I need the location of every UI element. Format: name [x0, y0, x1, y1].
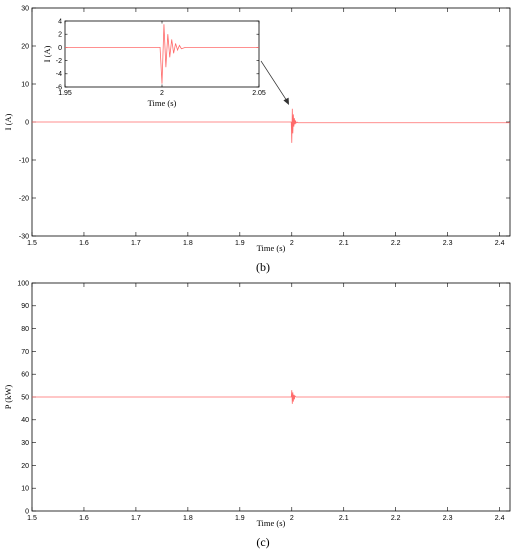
chart-c-y-tick-label: 40 [21, 417, 29, 424]
chart-b-panel-label: (b) [256, 260, 270, 274]
chart-b-y-tick-label: 10 [21, 81, 29, 88]
chart-b-inset-y-tick-label: 4 [58, 18, 62, 25]
chart-b-inset-x-tick-label: 2 [160, 90, 164, 97]
chart-b-x-label: Time (s) [257, 243, 286, 253]
chart-b-y-tick-label: -30 [19, 233, 29, 240]
chart-b-inset-y-tick-label: -2 [56, 58, 62, 65]
chart-b-y-tick-label: 0 [25, 119, 29, 126]
chart-b-inset-x-label: Time (s) [148, 98, 177, 108]
chart-b-current-line [32, 108, 510, 143]
zoom-arrow-head [283, 97, 289, 105]
chart-c-x-tick-label: 2.2 [391, 515, 401, 522]
chart-b-x-tick-label: 1.5 [27, 240, 37, 247]
chart-b-x-axis: 1.5 1.6 1.7 1.8 1.9 2 2.1 2.2 2.3 2.4 [27, 8, 505, 247]
chart-b-x-tick-label: 1.8 [183, 240, 193, 247]
chart-c-y-tick-label: 10 [21, 486, 29, 493]
chart-c-x-tick-label: 1.9 [235, 515, 245, 522]
chart-c-panel-label: (c) [256, 535, 269, 549]
chart-c-x-tick-label: 1.5 [27, 515, 37, 522]
chart-b-inset-y-tick-label: -4 [56, 71, 62, 78]
chart-c-y-tick-label: 50 [21, 394, 29, 401]
chart-c-y-tick-label: 0 [25, 508, 29, 515]
chart-c-x-tick-label: 2.3 [443, 515, 453, 522]
chart-c-x-tick-label: 2.1 [339, 515, 349, 522]
chart-c-y-tick-label: 30 [21, 440, 29, 447]
chart-c: 1.5 1.6 1.7 1.8 1.9 2 2.1 2.2 2.3 2.4 0 10 20 30 40 50… [3, 280, 511, 549]
zoom-arrow-line [260, 60, 288, 102]
chart-c-y-tick-label: 70 [21, 349, 29, 356]
chart-b-inset-x-tick-label: 2.05 [252, 90, 266, 97]
chart-b-inset-y-tick-label: -6 [56, 84, 62, 91]
chart-b-y-label: I (A) [3, 113, 13, 130]
chart-b-x-tick-label: 2.4 [495, 240, 505, 247]
chart-c-x-tick-label: 1.7 [131, 515, 141, 522]
chart-c-y-tick-label: 20 [21, 463, 29, 470]
chart-b-y-tick-label: 30 [21, 5, 29, 12]
chart-b-x-tick-label: 2 [290, 240, 294, 247]
chart-c-x-tick-label: 2.4 [495, 515, 505, 522]
chart-b-x-tick-label: 2.2 [391, 240, 401, 247]
chart-c-y-tick-label: 80 [21, 326, 29, 333]
chart-c-y-tick-label: 100 [17, 280, 29, 287]
chart-c-x-label: Time (s) [257, 518, 286, 528]
chart-c-x-tick-label: 1.8 [183, 515, 193, 522]
chart-b-x-tick-label: 1.9 [235, 240, 245, 247]
chart-b-inset-y-label: I (A) [42, 45, 52, 62]
chart-c-y-label: P (kW) [3, 385, 13, 410]
chart-b-inset-y-axis: -6 -4 -2 0 2 4 [56, 18, 259, 91]
chart-c-y-tick-label: 60 [21, 372, 29, 379]
chart-c-x-tick-label: 1.6 [79, 515, 89, 522]
chart-c-x-axis: 1.5 1.6 1.7 1.8 1.9 2 2.1 2.2 2.3 2.4 [27, 283, 505, 522]
chart-b-y-tick-label: -10 [19, 157, 29, 164]
chart-b-x-tick-label: 2.1 [339, 240, 349, 247]
chart-c-power-line [32, 390, 510, 404]
chart-b-inset: 1.95 2 2.05 -6 -4 -2 0 2 4 Time (s) I (A) [42, 18, 266, 108]
chart-b: 1.5 1.6 1.7 1.8 1.9 2 2.1 2.2 2.3 2.4 -30-20-1001… [3, 5, 511, 274]
chart-b-x-tick-label: 2.3 [443, 240, 453, 247]
chart-b-y-tick-label: -20 [19, 195, 29, 202]
chart-b-inset-y-tick-label: 2 [58, 32, 62, 39]
chart-b-inset-current-line [65, 24, 259, 84]
chart-b-x-tick-label: 1.7 [131, 240, 141, 247]
chart-c-y-tick-label: 90 [21, 303, 29, 310]
chart-b-inset-y-tick-label: 0 [58, 45, 62, 52]
chart-b-inset-x-axis: 1.95 2 2.05 [58, 21, 266, 97]
chart-b-inset-x-tick-label: 1.95 [58, 90, 72, 97]
chart-b-y-tick-label: 20 [21, 43, 29, 50]
chart-c-y-axis: 0 10 20 30 40 50 60 70 80 90 100 [17, 280, 510, 515]
chart-c-x-tick-label: 2 [290, 515, 294, 522]
chart-b-x-tick-label: 1.6 [79, 240, 89, 247]
